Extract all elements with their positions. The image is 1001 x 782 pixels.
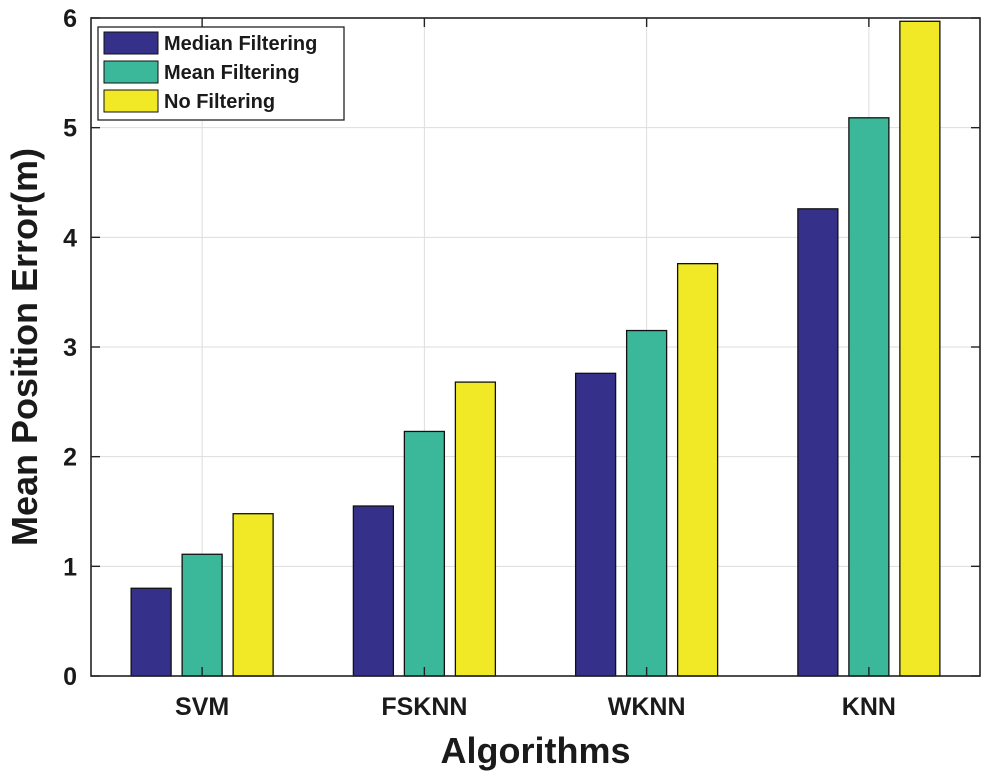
legend-label: Mean Filtering	[164, 62, 300, 84]
y-tick-label: 6	[63, 5, 77, 33]
y-tick-label: 3	[63, 334, 77, 362]
y-tick-label: 4	[63, 224, 77, 252]
legend: Median Filtering Mean Filtering No Filteri…	[97, 26, 345, 121]
x-axis-title: Algorithms	[440, 730, 630, 771]
bar-wknn-median-filtering	[574, 372, 617, 677]
x-tick-label: SVM	[175, 693, 229, 721]
legend-swatch	[103, 60, 159, 84]
bar-svm-no-filtering	[232, 513, 274, 677]
bar-wknn-mean-filtering	[625, 329, 668, 677]
axis-ticks: 0 1 2 3 4 5 6 SVM FSKNN WKNN KNN	[63, 5, 980, 721]
bar-fsknn-no-filtering	[454, 381, 497, 677]
bar-knn-mean-filtering	[848, 117, 890, 677]
bar-wknn-no-filtering	[676, 263, 719, 677]
bar-knn-median-filtering	[797, 208, 839, 677]
bar-svm-mean-filtering	[181, 553, 223, 677]
legend-swatch	[103, 89, 159, 113]
legend-swatch	[103, 31, 159, 55]
bar-fsknn-mean-filtering	[403, 430, 446, 677]
y-tick-label: 2	[63, 444, 77, 472]
y-axis-title: Mean Position Error(m)	[4, 148, 45, 546]
bars	[130, 20, 941, 677]
y-tick-label: 1	[63, 553, 77, 581]
bar-knn-no-filtering	[899, 20, 941, 677]
bar-svm-median-filtering	[130, 587, 172, 677]
x-tick-label: WKNN	[608, 693, 686, 721]
x-tick-label: FSKNN	[381, 693, 467, 721]
x-tick-label: KNN	[842, 693, 896, 721]
y-tick-label: 5	[63, 115, 77, 143]
bar-fsknn-median-filtering	[352, 505, 395, 677]
legend-label: Median Filtering	[164, 33, 317, 55]
y-tick-label: 0	[63, 663, 77, 691]
legend-label: No Filtering	[164, 91, 275, 113]
